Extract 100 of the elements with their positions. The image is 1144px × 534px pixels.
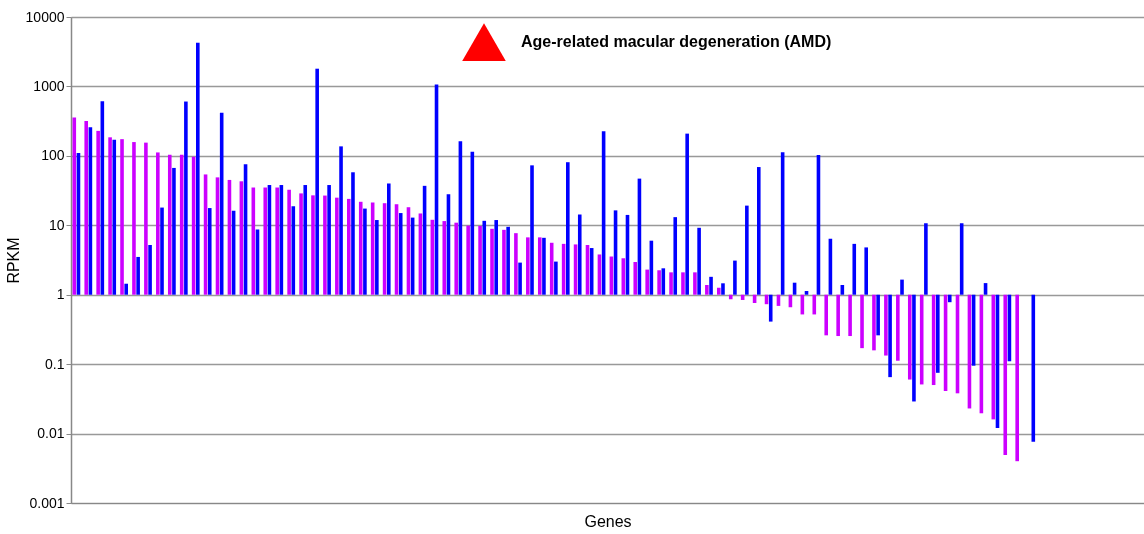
bar [156,152,160,295]
bar [502,229,506,295]
bar [728,294,733,300]
bar [398,213,403,295]
bar [912,294,916,402]
bar [291,206,296,295]
bar [633,261,638,295]
bar [896,294,900,361]
bar [876,294,880,336]
bar [681,272,685,295]
y-tick-label: 100 [41,147,65,164]
bar [478,225,482,295]
bar [108,137,112,295]
bar [144,142,148,295]
bar [577,214,582,295]
bar [685,133,689,295]
bar [530,165,534,295]
x-axis-title: Genes [584,512,632,530]
bar [275,187,279,295]
bar [852,243,857,295]
bar [804,291,809,295]
bar [907,294,912,380]
bar [554,261,558,295]
y-tick-label: 1000 [33,77,65,94]
bar [888,294,892,378]
bar [363,208,367,295]
bar [132,142,136,295]
bar [824,294,829,336]
bar [721,283,725,295]
bar [196,42,200,295]
bar [947,294,952,303]
bar [184,101,188,295]
bar [693,272,697,295]
bar [84,120,89,295]
bar [860,294,864,349]
bar [924,223,928,295]
bar [124,283,128,295]
bar [167,154,172,295]
bar [136,256,140,295]
bar [506,226,510,295]
bar [160,207,164,295]
bar [72,117,77,295]
bar [112,139,117,295]
bar [717,287,721,295]
bar [299,193,303,295]
bar [287,189,291,295]
bar [645,269,649,295]
y-tick-label: 0.001 [29,494,65,511]
bar [669,272,673,295]
bar [442,221,447,295]
bar [482,220,487,295]
bar [768,294,773,322]
bar [542,237,546,295]
bar [386,183,391,295]
bar [179,154,184,295]
bar [864,247,868,295]
bar [526,237,530,295]
bar [327,185,331,295]
y-tick-label: 0.1 [45,355,65,372]
bar [351,172,355,295]
bar [697,227,701,295]
bar [884,294,888,356]
bar [756,167,761,295]
bar [936,294,940,373]
bar [812,294,817,315]
bar [148,245,152,295]
bar [1031,294,1036,442]
bar [375,220,379,295]
bar [303,185,308,295]
bar [919,294,924,385]
bar [661,268,666,295]
bar [120,139,124,295]
bar [466,225,470,295]
bar [323,195,327,295]
bar [335,197,339,295]
bar [454,222,459,295]
bar [745,205,749,295]
bar [514,233,518,295]
bar [1003,294,1008,456]
y-tick-label: 0.01 [37,425,65,442]
bar [848,294,852,337]
bar [311,195,315,295]
bar [673,217,678,295]
bar [518,262,522,295]
bar [566,162,570,295]
bar [358,201,363,295]
bar [549,242,554,295]
bar [900,279,904,295]
bar [1015,294,1019,462]
bar [263,187,268,295]
y-axis-title: RPKM [4,237,22,284]
bar [172,167,176,295]
bar [207,208,212,295]
y-tick-label: 10000 [25,8,65,25]
bar [657,270,661,295]
bar [733,260,737,295]
bar [709,276,713,295]
y-tick-label: 1 [56,286,65,303]
bar [494,220,498,295]
bar [705,285,709,295]
